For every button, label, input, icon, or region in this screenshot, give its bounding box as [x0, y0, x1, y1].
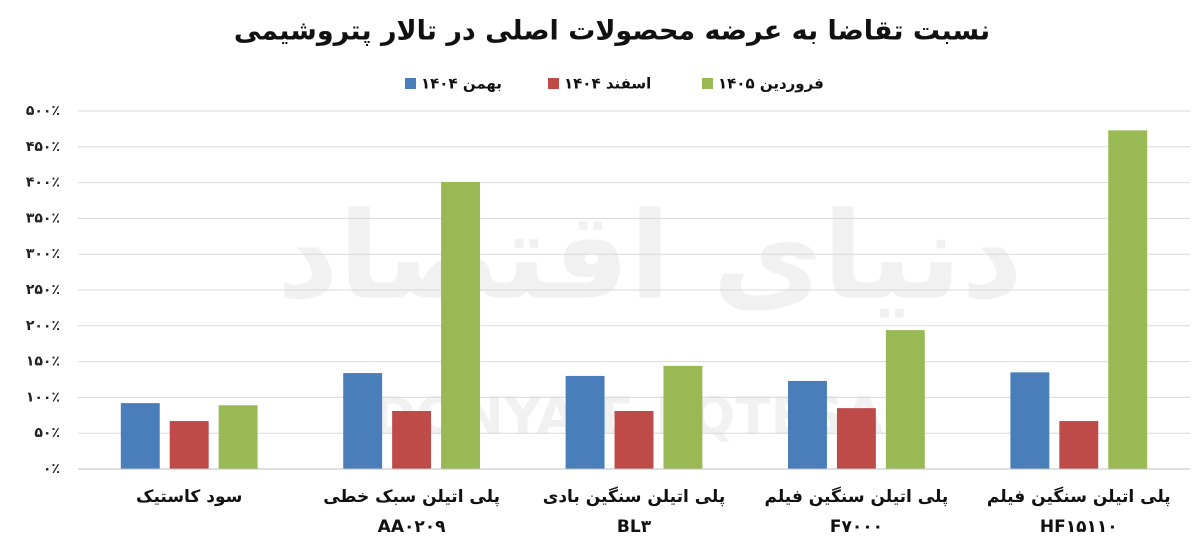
x-tick-label: AA۰۲۰۹ — [378, 517, 446, 537]
y-tick-label: ۰٪ — [43, 461, 60, 477]
x-tick-label: پلی اتیلن سبک خطی — [323, 487, 500, 507]
bar — [1108, 130, 1148, 469]
legend-swatch — [702, 78, 713, 89]
bar — [343, 373, 383, 469]
x-tick-label: F۷۰۰۰ — [830, 517, 883, 537]
legend-label: بهمن ۱۴۰۴ — [421, 75, 502, 93]
bar — [614, 411, 654, 469]
watermark: دنیای اقتصاد — [277, 188, 1023, 327]
y-tick-label: ۳۵۰٪ — [26, 210, 60, 226]
legend-swatch — [405, 78, 416, 89]
bar — [120, 403, 160, 469]
x-tick-label: HF۱۵۱۱۰ — [1040, 517, 1118, 537]
y-tick-label: ۱۰۰٪ — [26, 389, 60, 405]
legend-swatch — [548, 78, 559, 89]
y-tick-label: ۳۰۰٪ — [26, 246, 60, 262]
y-tick-label: ۴۵۰٪ — [26, 139, 60, 155]
y-tick-label: ۵۰٪ — [34, 425, 60, 441]
chart-title: نسبت تقاضا به عرضه محصولات اصلی در تالار… — [234, 16, 990, 47]
x-tick-label: سود کاستیک — [136, 487, 242, 507]
y-tick-label: ۴۰۰٪ — [26, 175, 60, 191]
x-tick-label: پلی اتیلن سنگین بادی — [543, 486, 726, 507]
bar — [392, 411, 432, 469]
bar — [885, 330, 925, 469]
legend-label: اسفند ۱۴۰۴ — [564, 75, 651, 93]
bar — [1010, 372, 1050, 469]
y-tick-label: ۲۵۰٪ — [26, 282, 60, 298]
y-tick-label: ۵۰۰٪ — [26, 103, 60, 119]
bar — [1059, 421, 1099, 469]
bar — [169, 421, 209, 469]
bar — [836, 408, 876, 469]
bar — [441, 181, 480, 469]
x-tick-label: پلی اتیلن سنگین فیلم — [987, 486, 1171, 507]
y-tick-label: ۱۵۰٪ — [26, 354, 60, 370]
bar — [565, 375, 605, 469]
x-tick-label: BL۳ — [617, 517, 652, 537]
y-tick-label: ۲۰۰٪ — [26, 318, 60, 334]
bar — [218, 405, 258, 469]
bar — [788, 380, 827, 469]
legend-label: فروردین ۱۴۰۵ — [718, 75, 824, 93]
bar — [663, 365, 703, 469]
legend: بهمن ۱۴۰۴ اسفند ۱۴۰۴ فروردین ۱۴۰۵ — [405, 75, 824, 93]
x-tick-label: پلی اتیلن سنگین فیلم — [765, 486, 949, 507]
